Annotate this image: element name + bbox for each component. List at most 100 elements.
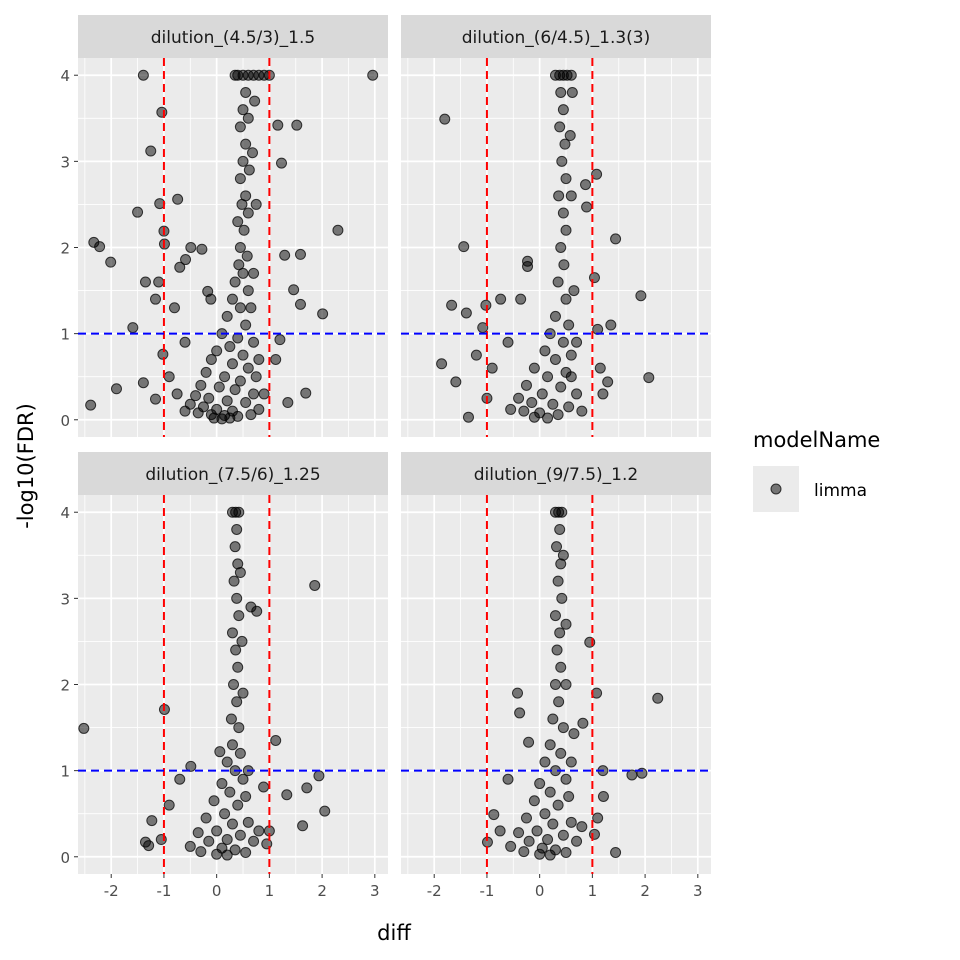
facet-strip bbox=[78, 452, 388, 495]
data-point bbox=[549, 610, 561, 622]
data-point bbox=[237, 773, 249, 785]
data-point bbox=[547, 398, 559, 410]
data-point bbox=[231, 592, 243, 604]
data-point bbox=[551, 644, 563, 656]
data-point bbox=[568, 285, 580, 297]
data-point bbox=[174, 773, 186, 785]
data-point bbox=[229, 276, 241, 288]
data-point bbox=[168, 302, 180, 314]
data-point bbox=[105, 256, 117, 268]
data-point bbox=[560, 846, 572, 858]
x-tick-label: 0 bbox=[212, 882, 222, 900]
data-point bbox=[221, 310, 233, 322]
data-point bbox=[281, 789, 293, 801]
data-point bbox=[230, 644, 242, 656]
data-point bbox=[245, 601, 257, 613]
data-point bbox=[560, 293, 572, 305]
y-tick-label: 3 bbox=[60, 590, 70, 608]
data-point bbox=[226, 739, 238, 751]
data-point bbox=[234, 375, 246, 387]
data-point bbox=[581, 201, 593, 213]
y-tick-label: 1 bbox=[60, 326, 70, 344]
data-point bbox=[555, 381, 567, 393]
data-point bbox=[313, 770, 325, 782]
data-point bbox=[221, 756, 233, 768]
data-point bbox=[270, 734, 282, 746]
data-point bbox=[446, 299, 458, 311]
data-point bbox=[139, 836, 151, 848]
data-point bbox=[226, 627, 238, 639]
data-point bbox=[236, 635, 248, 647]
data-point bbox=[577, 717, 589, 729]
data-point bbox=[229, 844, 241, 856]
data-point bbox=[185, 242, 197, 253]
data-point bbox=[528, 362, 540, 374]
data-point bbox=[610, 233, 622, 245]
data-point bbox=[571, 835, 583, 847]
facet-panel: dilution_(7.5/6)_1.25 0 1 2 3 4 -2 -1 0 1 2 3 bbox=[60, 452, 388, 900]
y-tick-label: 1 bbox=[60, 763, 70, 781]
data-point bbox=[552, 409, 564, 421]
data-point bbox=[234, 302, 246, 314]
data-point bbox=[127, 322, 139, 334]
data-point bbox=[211, 825, 223, 837]
data-point bbox=[520, 812, 532, 824]
data-point bbox=[565, 349, 577, 361]
data-point bbox=[502, 336, 514, 348]
data-point bbox=[518, 846, 530, 858]
data-point bbox=[226, 358, 238, 370]
data-point bbox=[185, 760, 197, 772]
y-tick-label: 0 bbox=[60, 412, 70, 430]
data-point bbox=[518, 405, 530, 417]
data-point bbox=[553, 190, 565, 202]
data-point bbox=[174, 261, 186, 273]
data-point bbox=[552, 276, 564, 288]
data-point bbox=[514, 707, 526, 719]
data-point bbox=[236, 198, 248, 210]
data-point bbox=[240, 319, 252, 331]
data-point bbox=[221, 834, 233, 846]
data-point bbox=[232, 661, 244, 673]
data-point bbox=[560, 224, 572, 236]
data-point bbox=[301, 782, 313, 794]
data-point bbox=[245, 409, 257, 421]
data-point bbox=[520, 379, 532, 391]
data-point bbox=[180, 254, 192, 266]
data-point bbox=[317, 308, 329, 320]
data-point bbox=[300, 387, 312, 399]
data-point bbox=[279, 249, 291, 261]
data-point bbox=[635, 290, 647, 302]
facet-strip bbox=[78, 15, 388, 58]
data-point bbox=[282, 397, 294, 409]
data-point bbox=[544, 739, 556, 751]
data-point bbox=[110, 383, 122, 395]
data-point bbox=[242, 207, 254, 219]
x-tick-label: -2 bbox=[427, 882, 442, 900]
data-point bbox=[566, 86, 578, 98]
data-point bbox=[211, 848, 223, 860]
data-point bbox=[237, 155, 249, 167]
data-point bbox=[555, 661, 567, 673]
data-point bbox=[559, 138, 571, 150]
data-point bbox=[233, 506, 245, 518]
data-point bbox=[555, 747, 567, 759]
data-point bbox=[558, 259, 570, 271]
data-point bbox=[221, 395, 233, 407]
x-tick-label: 3 bbox=[370, 882, 380, 900]
data-point bbox=[221, 849, 233, 861]
data-point bbox=[229, 541, 241, 553]
data-point bbox=[643, 372, 655, 384]
legend-label: limma bbox=[814, 481, 867, 501]
data-point bbox=[225, 713, 237, 725]
data-point bbox=[272, 119, 284, 131]
data-point bbox=[565, 756, 577, 768]
data-point bbox=[597, 388, 609, 400]
legend-title: modelName bbox=[753, 428, 880, 452]
data-point bbox=[486, 362, 498, 374]
x-tick-label: 1 bbox=[265, 882, 275, 900]
data-point bbox=[557, 829, 569, 841]
data-point bbox=[139, 276, 151, 288]
data-point bbox=[216, 778, 228, 790]
data-point bbox=[203, 835, 215, 847]
data-point bbox=[258, 388, 270, 400]
